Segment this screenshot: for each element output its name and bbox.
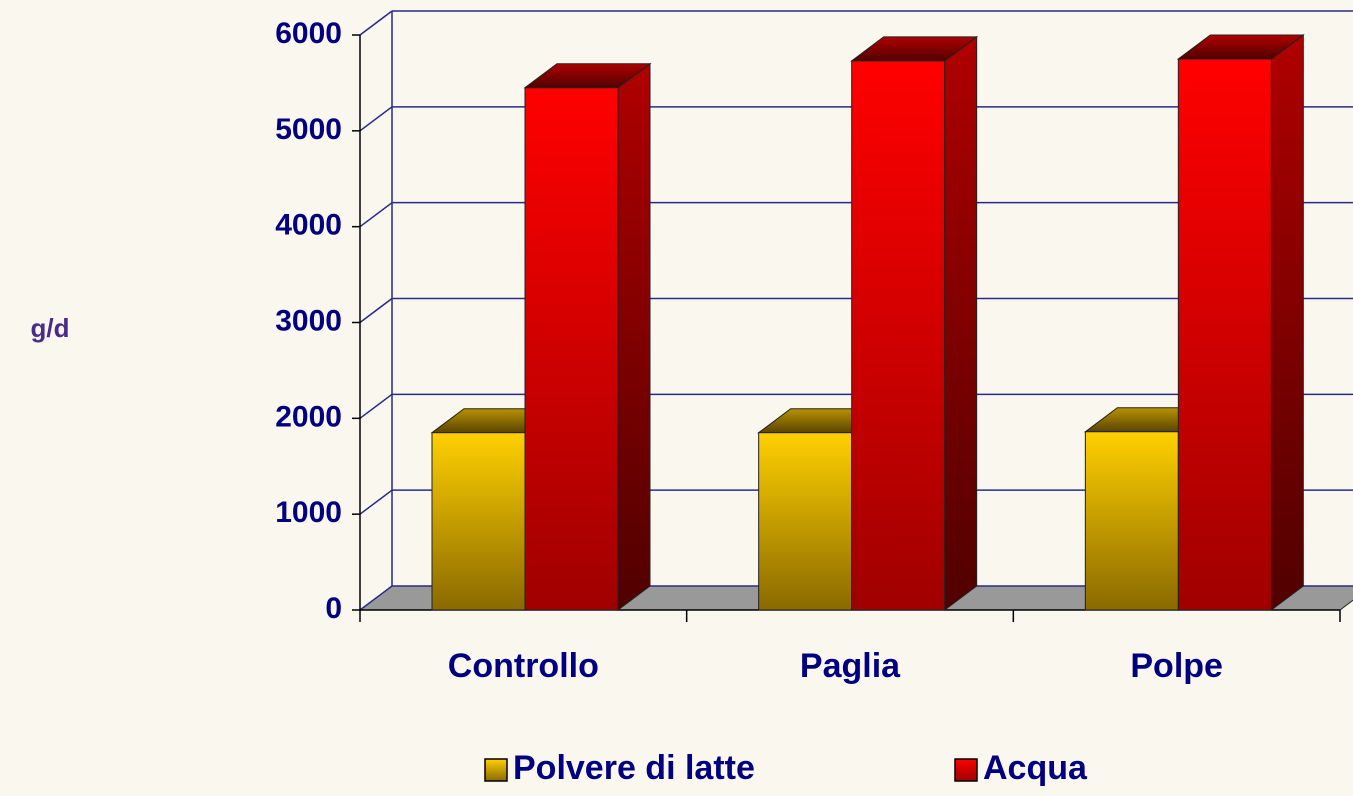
bar-side — [1270, 33, 1304, 611]
grid-line — [359, 297, 393, 324]
y-axis-label: g/d — [31, 313, 70, 343]
grid-line — [359, 585, 393, 611]
bar-side — [617, 62, 651, 611]
x-tick-label: Paglia — [800, 647, 901, 685]
bar — [758, 432, 853, 611]
grid-line — [359, 393, 393, 419]
legend-swatch — [954, 758, 978, 782]
grid-line — [359, 106, 393, 132]
grid-line — [359, 10, 393, 36]
bar — [431, 432, 526, 611]
y-tick-label: 5000 — [275, 113, 342, 146]
y-tick-label: 0 — [325, 592, 342, 625]
y-tick-label: 6000 — [275, 17, 342, 50]
bar — [524, 87, 619, 611]
bar-side — [944, 35, 978, 611]
grid-line — [359, 202, 393, 228]
legend-swatch — [484, 758, 508, 782]
bar — [1177, 58, 1272, 611]
y-tick-label: 4000 — [275, 209, 342, 242]
legend-label: Acqua — [983, 749, 1088, 787]
grid-line — [359, 489, 393, 515]
bar — [851, 60, 946, 611]
y-tick-label: 2000 — [275, 400, 342, 433]
y-tick-label: 3000 — [275, 304, 342, 337]
bar — [1084, 431, 1179, 611]
legend-label: Polvere di latte — [513, 749, 755, 787]
x-tick-label: Polpe — [1130, 647, 1223, 685]
y-tick-label: 1000 — [275, 496, 342, 529]
x-tick-label: Controllo — [448, 647, 599, 685]
